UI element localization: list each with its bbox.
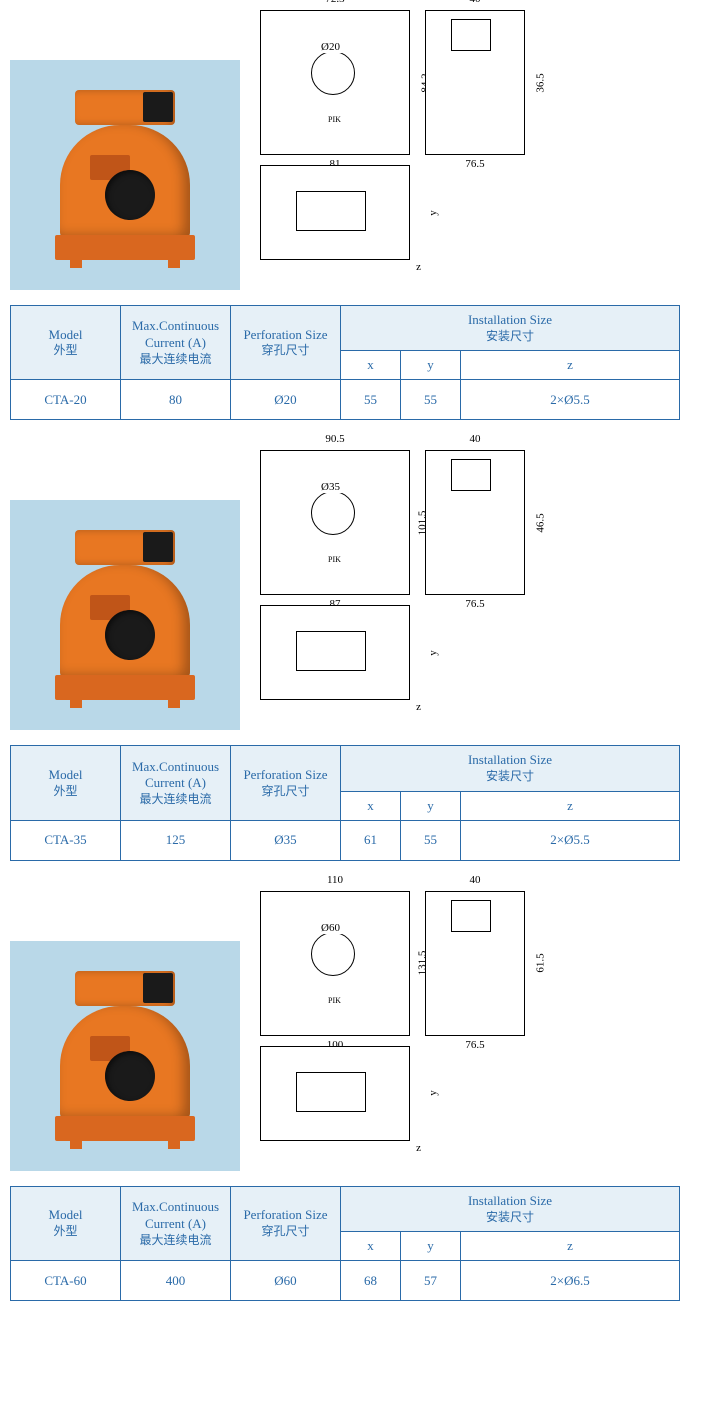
- cell-maxcurrent: 80: [121, 380, 231, 420]
- cell-perforation: Ø20: [231, 380, 341, 420]
- subcol-y: y: [401, 351, 461, 380]
- dim-hole: Ø35: [319, 481, 342, 493]
- top-view-diagram: y z: [260, 165, 410, 260]
- dim-top-z: z: [414, 261, 423, 273]
- dim-side-bottom: 76.5: [463, 1039, 486, 1051]
- product-photo: [10, 500, 240, 730]
- dim-width-top: 72.3: [323, 0, 346, 5]
- subcol-y: y: [401, 1232, 461, 1261]
- cell-y: 55: [401, 380, 461, 420]
- side-view-diagram: 40 61.5 76.5: [425, 891, 525, 1036]
- cell-model: CTA-20: [11, 380, 121, 420]
- cell-z: 2×Ø5.5: [461, 820, 680, 860]
- front-view-diagram: 90.5 Ø35 101.5 87 x PIK: [260, 450, 410, 595]
- subcol-z: z: [461, 791, 680, 820]
- cell-model: CTA-60: [11, 1261, 121, 1301]
- product-photo: [10, 60, 240, 290]
- cell-maxcurrent: 400: [121, 1261, 231, 1301]
- dimension-diagrams: 90.5 Ø35 101.5 87 x PIK y z 40 46.5 76.5: [260, 450, 710, 700]
- col-perforation: Perforation Size穿孔尺寸: [231, 746, 341, 820]
- spec-table: Model外型 Max.Continuous Current (A)最大连续电流…: [10, 1186, 680, 1301]
- front-view-diagram: 110 Ø60 131.5 100 x PIK: [260, 891, 410, 1036]
- col-maxcurrent: Max.Continuous Current (A)最大连续电流: [121, 306, 231, 380]
- front-view-diagram: 72.3 Ø20 84.2 81 x PIK: [260, 10, 410, 155]
- product-top-row: 72.3 Ø20 84.2 81 x PIK y z 40 36.5 76.5: [10, 10, 710, 290]
- product-section: 90.5 Ø35 101.5 87 x PIK y z 40 46.5 76.5: [10, 450, 710, 860]
- cell-z: 2×Ø6.5: [461, 1261, 680, 1301]
- dim-side-top: 40: [468, 0, 483, 5]
- subcol-z: z: [461, 1232, 680, 1261]
- dimension-diagrams: 110 Ø60 131.5 100 x PIK y z 40 61.5 76.5: [260, 891, 710, 1141]
- dim-width-top: 110: [325, 874, 345, 886]
- cell-y: 57: [401, 1261, 461, 1301]
- product-top-row: 110 Ø60 131.5 100 x PIK y z 40 61.5 76.5: [10, 891, 710, 1171]
- col-installation: Installation Size安装尺寸: [341, 1186, 680, 1231]
- dim-side-top: 40: [468, 874, 483, 886]
- ct-device-illustration: [50, 90, 200, 260]
- dim-width-top: 90.5: [323, 433, 346, 445]
- cell-model: CTA-35: [11, 820, 121, 860]
- dim-top-y: y: [426, 648, 438, 658]
- brand-mark: PIK: [326, 115, 343, 124]
- cell-perforation: Ø35: [231, 820, 341, 860]
- cell-x: 68: [341, 1261, 401, 1301]
- dim-side-bottom: 76.5: [463, 158, 486, 170]
- dim-hole: Ø20: [319, 41, 342, 53]
- dimension-diagrams: 72.3 Ø20 84.2 81 x PIK y z 40 36.5 76.5: [260, 10, 710, 260]
- brand-mark: PIK: [326, 555, 343, 564]
- ct-device-illustration: [50, 971, 200, 1141]
- cell-y: 55: [401, 820, 461, 860]
- dim-side-height: 61.5: [534, 952, 546, 975]
- subcol-x: x: [341, 1232, 401, 1261]
- cell-x: 61: [341, 820, 401, 860]
- col-perforation: Perforation Size穿孔尺寸: [231, 1186, 341, 1260]
- side-view-diagram: 40 36.5 76.5: [425, 10, 525, 155]
- subcol-x: x: [341, 791, 401, 820]
- subcol-z: z: [461, 351, 680, 380]
- dim-side-height: 36.5: [534, 71, 546, 94]
- col-maxcurrent: Max.Continuous Current (A)最大连续电流: [121, 1186, 231, 1260]
- spec-table: Model外型 Max.Continuous Current (A)最大连续电流…: [10, 305, 680, 420]
- col-model: Model外型: [11, 746, 121, 820]
- cell-perforation: Ø60: [231, 1261, 341, 1301]
- col-installation: Installation Size安装尺寸: [341, 746, 680, 791]
- dim-top-y: y: [426, 208, 438, 218]
- product-top-row: 90.5 Ø35 101.5 87 x PIK y z 40 46.5 76.5: [10, 450, 710, 730]
- dim-side-height: 46.5: [534, 511, 546, 534]
- col-model: Model外型: [11, 1186, 121, 1260]
- top-view-diagram: y z: [260, 1046, 410, 1141]
- top-view-diagram: y z: [260, 605, 410, 700]
- cell-maxcurrent: 125: [121, 820, 231, 860]
- product-photo: [10, 941, 240, 1171]
- dim-side-bottom: 76.5: [463, 598, 486, 610]
- brand-mark: PIK: [326, 996, 343, 1005]
- ct-device-illustration: [50, 530, 200, 700]
- dim-top-y: y: [426, 1089, 438, 1099]
- col-maxcurrent: Max.Continuous Current (A)最大连续电流: [121, 746, 231, 820]
- dim-top-z: z: [414, 1142, 423, 1154]
- col-model: Model外型: [11, 306, 121, 380]
- dim-top-z: z: [414, 701, 423, 713]
- cell-x: 55: [341, 380, 401, 420]
- subcol-x: x: [341, 351, 401, 380]
- dim-side-top: 40: [468, 433, 483, 445]
- subcol-y: y: [401, 791, 461, 820]
- side-view-diagram: 40 46.5 76.5: [425, 450, 525, 595]
- cell-z: 2×Ø5.5: [461, 380, 680, 420]
- dim-hole: Ø60: [319, 922, 342, 934]
- col-perforation: Perforation Size穿孔尺寸: [231, 306, 341, 380]
- col-installation: Installation Size安装尺寸: [341, 306, 680, 351]
- product-section: 110 Ø60 131.5 100 x PIK y z 40 61.5 76.5: [10, 891, 710, 1301]
- product-section: 72.3 Ø20 84.2 81 x PIK y z 40 36.5 76.5: [10, 10, 710, 420]
- spec-table: Model外型 Max.Continuous Current (A)最大连续电流…: [10, 745, 680, 860]
